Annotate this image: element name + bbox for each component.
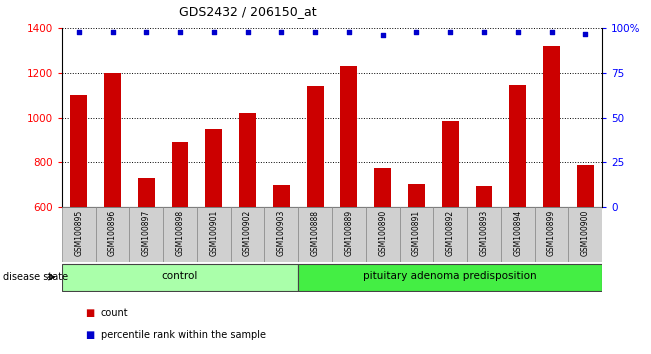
Bar [340,66,357,207]
Point [546,29,557,35]
FancyBboxPatch shape [96,207,130,262]
Text: GSM100900: GSM100900 [581,210,590,256]
Point [310,29,320,35]
FancyBboxPatch shape [434,207,467,262]
FancyBboxPatch shape [62,207,96,262]
Bar [239,113,256,207]
Point [107,29,118,35]
Point [276,29,286,35]
FancyBboxPatch shape [298,207,332,262]
Text: pituitary adenoma predisposition: pituitary adenoma predisposition [363,272,537,281]
Text: GSM100903: GSM100903 [277,210,286,256]
Point [175,29,186,35]
Text: count: count [101,308,128,318]
Point [242,29,253,35]
FancyBboxPatch shape [467,207,501,262]
Point [512,29,523,35]
Text: GSM100894: GSM100894 [513,210,522,256]
Bar [172,142,189,207]
FancyBboxPatch shape [501,207,534,262]
Bar [442,121,459,207]
Point [208,29,219,35]
Text: ■: ■ [85,308,94,318]
Bar [577,165,594,207]
FancyBboxPatch shape [400,207,434,262]
FancyBboxPatch shape [197,207,230,262]
Text: disease state: disease state [3,272,68,282]
Text: GSM100896: GSM100896 [108,210,117,256]
Text: GSM100891: GSM100891 [412,210,421,256]
Text: percentile rank within the sample: percentile rank within the sample [101,330,266,339]
Bar [273,185,290,207]
Point [378,33,388,38]
FancyBboxPatch shape [264,207,298,262]
Point [478,29,489,35]
Point [580,31,590,36]
Bar [509,85,526,207]
Text: GSM100897: GSM100897 [142,210,151,256]
Point [411,29,422,35]
Bar [138,178,155,207]
Text: GSM100899: GSM100899 [547,210,556,256]
Text: GSM100888: GSM100888 [311,210,320,256]
Text: GSM100890: GSM100890 [378,210,387,256]
Text: GSM100893: GSM100893 [480,210,488,256]
FancyBboxPatch shape [130,207,163,262]
Text: GSM100901: GSM100901 [210,210,218,256]
Text: GSM100892: GSM100892 [446,210,454,256]
FancyBboxPatch shape [163,207,197,262]
Bar [374,168,391,207]
Bar [205,129,222,207]
Bar [307,86,324,207]
Text: control: control [162,272,199,281]
Text: ■: ■ [85,330,94,339]
Point [74,29,84,35]
Text: GSM100889: GSM100889 [344,210,353,256]
Point [445,29,456,35]
Bar [475,186,492,207]
FancyBboxPatch shape [534,207,568,262]
Text: GDS2432 / 206150_at: GDS2432 / 206150_at [178,5,316,18]
Text: GSM100902: GSM100902 [243,210,252,256]
FancyBboxPatch shape [62,264,298,291]
FancyBboxPatch shape [332,207,366,262]
FancyBboxPatch shape [230,207,264,262]
FancyBboxPatch shape [298,264,602,291]
Bar [70,95,87,207]
Bar [543,46,560,207]
Point [344,29,354,35]
Point [141,29,152,35]
FancyBboxPatch shape [366,207,400,262]
FancyBboxPatch shape [568,207,602,262]
Bar [104,73,121,207]
Bar [408,184,425,207]
Text: GSM100898: GSM100898 [176,210,184,256]
Text: GSM100895: GSM100895 [74,210,83,256]
